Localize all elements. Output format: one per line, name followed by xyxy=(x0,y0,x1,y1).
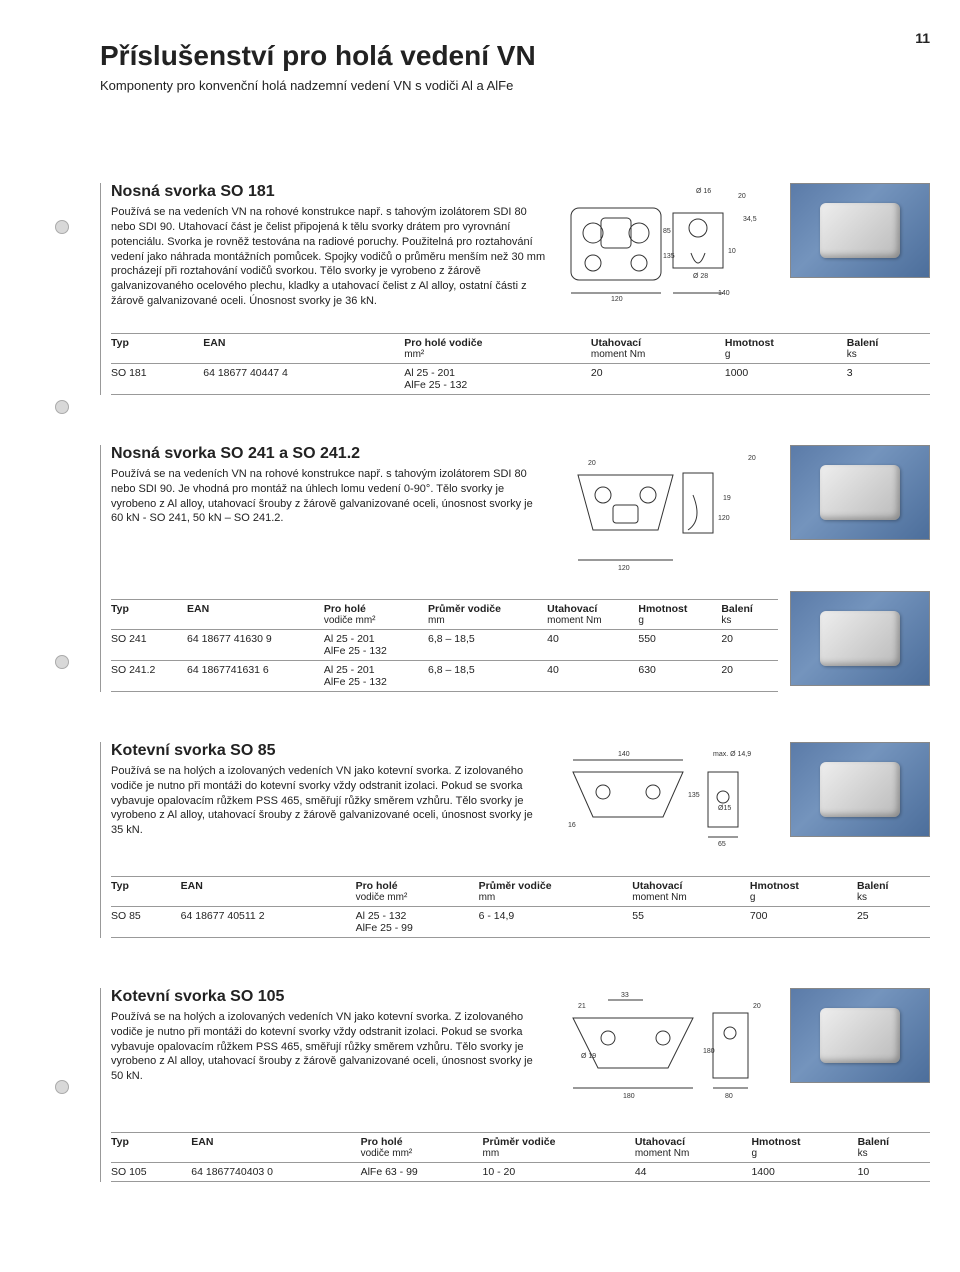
th: Typ xyxy=(111,1136,129,1148)
th: Typ xyxy=(111,880,129,892)
svg-text:Ø 16: Ø 16 xyxy=(696,188,711,195)
th: Průměr vodiče xyxy=(483,1136,556,1148)
svg-text:max. Ø 14,9: max. Ø 14,9 xyxy=(713,751,751,758)
svg-text:19: 19 xyxy=(723,495,731,502)
th: Průměr vodiče xyxy=(479,880,552,892)
th: Hmotnost xyxy=(638,603,687,615)
table-so241: Typ EAN Pro holévodiče mm² Průměr vodiče… xyxy=(111,599,778,692)
product-photo-so241-2 xyxy=(790,591,930,686)
th: Pro holé vodiče xyxy=(404,337,482,349)
table-so105: Typ EAN Pro holévodiče mm² Průměr vodiče… xyxy=(111,1132,930,1182)
th: Utahovací xyxy=(547,603,597,615)
table-so181: Typ EAN Pro holé vodičemm² Utahovacímome… xyxy=(111,333,930,395)
th: Průměr vodiče xyxy=(428,603,501,615)
svg-text:85: 85 xyxy=(663,228,671,235)
section-so85: Kotevní svorka SO 85 Používá se na holýc… xyxy=(100,742,930,938)
section-desc: Používá se na vedeních VN na rohové kons… xyxy=(111,467,546,526)
section-so181: Nosná svorka SO 181 Používá se na vedení… xyxy=(100,183,930,395)
th: Utahovací xyxy=(632,880,682,892)
section-desc: Používá se na holých a izolovaných veden… xyxy=(111,764,546,838)
diagram-so105: 33 21 20 Ø 19 180 180 80 xyxy=(563,988,773,1108)
table-row: SO 241.264 1867741631 6 Al 25 - 201 AlFe… xyxy=(111,660,778,691)
diagram-so85: 140 max. Ø 14,9 135 Ø15 16 65 xyxy=(563,742,773,852)
product-photo-so181 xyxy=(790,183,930,278)
svg-text:20: 20 xyxy=(738,193,746,200)
product-photo-so241 xyxy=(790,445,930,540)
product-photo-so105 xyxy=(790,988,930,1083)
th: Hmotnost xyxy=(751,1136,800,1148)
svg-text:10: 10 xyxy=(728,248,736,255)
th: Balení xyxy=(858,1136,890,1148)
th: EAN xyxy=(191,1136,213,1148)
page-subtitle: Komponenty pro konvenční holá nadzemní v… xyxy=(100,78,930,93)
svg-text:Ø 28: Ø 28 xyxy=(693,273,708,280)
svg-text:34,5: 34,5 xyxy=(743,216,757,223)
table-row: SO 8564 18677 40511 2 Al 25 - 132 AlFe 2… xyxy=(111,906,930,937)
th: EAN xyxy=(187,603,209,615)
svg-text:21: 21 xyxy=(578,1003,586,1010)
svg-text:120: 120 xyxy=(618,565,630,572)
svg-text:33: 33 xyxy=(621,992,629,999)
section-desc: Používá se na vedeních VN na rohové kons… xyxy=(111,205,546,309)
th: Hmotnost xyxy=(750,880,799,892)
table-row: SO 181 64 18677 40447 4 Al 25 - 201 AlFe… xyxy=(111,363,930,394)
page-number: 11 xyxy=(915,30,930,46)
th: Typ xyxy=(111,603,129,615)
table-row: SO 24164 18677 41630 9 Al 25 - 201 AlFe … xyxy=(111,629,778,660)
dot-1 xyxy=(55,220,69,234)
svg-text:140: 140 xyxy=(718,290,730,297)
section-desc: Používá se na holých a izolovaných veden… xyxy=(111,1010,546,1084)
diagram-so241: 20 20 19 120 120 xyxy=(563,445,773,575)
svg-text:135: 135 xyxy=(663,253,675,260)
th: Balení xyxy=(721,603,753,615)
th: Utahovací xyxy=(635,1136,685,1148)
svg-text:135: 135 xyxy=(688,792,700,799)
svg-text:Ø 19: Ø 19 xyxy=(581,1053,596,1060)
svg-text:120: 120 xyxy=(611,296,623,303)
svg-text:180: 180 xyxy=(703,1048,715,1055)
svg-text:80: 80 xyxy=(725,1093,733,1100)
svg-text:20: 20 xyxy=(748,455,756,462)
binding-dots xyxy=(55,0,75,1272)
svg-text:Ø15: Ø15 xyxy=(718,805,731,812)
section-title: Kotevní svorka SO 105 xyxy=(111,988,546,1006)
table-so85: Typ EAN Pro holévodiče mm² Průměr vodiče… xyxy=(111,876,930,938)
svg-text:65: 65 xyxy=(718,841,726,848)
th: Utahovací xyxy=(591,337,641,349)
section-so241: Nosná svorka SO 241 a SO 241.2 Používá s… xyxy=(100,445,930,692)
section-so105: Kotevní svorka SO 105 Používá se na holý… xyxy=(100,988,930,1182)
product-photo-so85 xyxy=(790,742,930,837)
svg-text:140: 140 xyxy=(618,751,630,758)
th: Pro holé xyxy=(361,1136,403,1148)
th: Balení xyxy=(847,337,879,349)
svg-text:180: 180 xyxy=(623,1093,635,1100)
th: Hmotnost xyxy=(725,337,774,349)
svg-text:16: 16 xyxy=(568,822,576,829)
page-title: Příslušenství pro holá vedení VN xyxy=(100,40,930,72)
diagram-so181: Ø 16 20 34,5 85 135 10 Ø 28 120 140 xyxy=(563,183,773,303)
dot-3 xyxy=(55,655,69,669)
th: EAN xyxy=(181,880,203,892)
dot-2 xyxy=(55,400,69,414)
svg-text:20: 20 xyxy=(588,460,596,467)
table-row: SO 10564 1867740403 0 AlFe 63 - 99 10 - … xyxy=(111,1162,930,1181)
section-title: Nosná svorka SO 241 a SO 241.2 xyxy=(111,445,546,463)
section-title: Nosná svorka SO 181 xyxy=(111,183,546,201)
svg-text:20: 20 xyxy=(753,1003,761,1010)
svg-text:120: 120 xyxy=(718,515,730,522)
th: Pro holé xyxy=(356,880,398,892)
dot-4 xyxy=(55,1080,69,1094)
th: Balení xyxy=(857,880,889,892)
th: EAN xyxy=(203,337,225,349)
th: Pro holé xyxy=(324,603,366,615)
th: Typ xyxy=(111,337,129,349)
section-title: Kotevní svorka SO 85 xyxy=(111,742,546,760)
